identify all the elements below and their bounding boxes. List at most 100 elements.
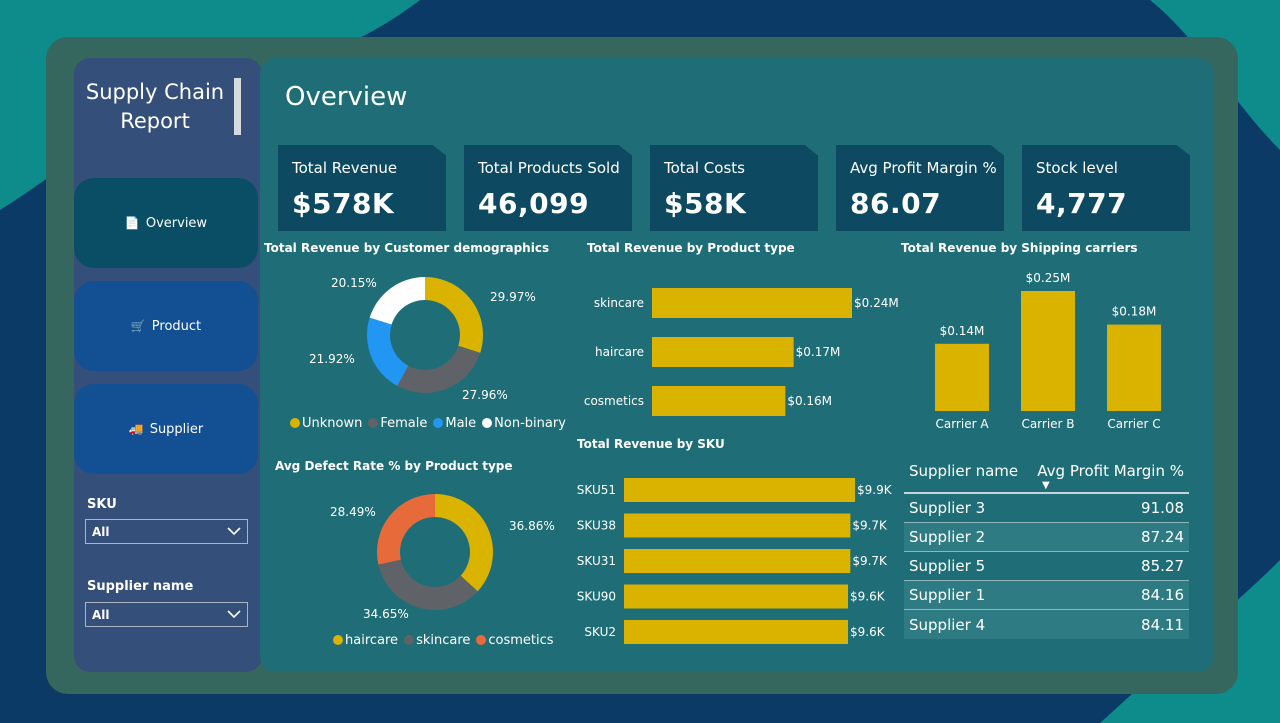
column-carrier-a[interactable]	[935, 343, 989, 411]
kpi-value: 4,777	[1036, 187, 1128, 220]
data-label: $9.6K	[850, 590, 886, 604]
category-label: Carrier C	[1107, 417, 1160, 431]
column-header-avg-profit-margin[interactable]: Avg Profit Margin %	[1037, 462, 1184, 480]
category-label: haircare	[595, 345, 644, 359]
kpi-card-total-products-sold: Total Products Sold 46,099	[464, 145, 632, 231]
sku-bar-chart: SKU51 $9.9K SKU38 $9.7K SKU31 $9.7K SKU90 $9.6K…	[577, 478, 893, 644]
category-label: skincare	[594, 296, 644, 310]
defect-slice-skincare[interactable]	[378, 559, 478, 610]
document-icon: 📄	[124, 216, 140, 230]
nav-product-button[interactable]: 🛒 Product	[74, 281, 258, 371]
slice-label-non-binary: 20.15%	[331, 276, 377, 290]
table-row[interactable]: Supplier 1 84.16	[904, 581, 1189, 610]
column-header-supplier-name[interactable]: Supplier name	[909, 462, 1019, 480]
supplier-slicer-dropdown[interactable]: All	[85, 602, 248, 627]
data-label: $0.16M	[787, 394, 832, 408]
legend-item-female[interactable]: Female	[368, 416, 427, 431]
kpi-label: Avg Profit Margin %	[850, 159, 997, 177]
kpi-card-total-costs: Total Costs $58K	[650, 145, 818, 231]
nav-supplier-button[interactable]: 🚚 Supplier	[74, 384, 258, 474]
kpi-card-stock-level: Stock level 4,777	[1022, 145, 1190, 231]
data-label: $0.24M	[854, 296, 899, 310]
kpi-value: 86.07	[850, 187, 942, 220]
slice-label-haircare: 36.86%	[509, 519, 555, 533]
category-label: SKU38	[577, 519, 616, 533]
carriers-chart-title: Total Revenue by Shipping carriers	[901, 241, 1138, 255]
truck-icon: 🚚	[128, 422, 144, 436]
chevron-down-icon	[227, 525, 241, 539]
category-label: SKU51	[577, 483, 616, 497]
legend-item-male[interactable]: Male	[433, 416, 476, 431]
title-accent-bar	[234, 78, 241, 135]
bar-sku2[interactable]	[624, 620, 848, 644]
demographics-slice-female[interactable]	[397, 345, 481, 393]
bar-sku51[interactable]	[624, 478, 855, 502]
bar-haircare[interactable]	[652, 337, 794, 367]
supplier-table: Supplier name Avg Profit Margin % ▼ Supp…	[904, 456, 1189, 639]
table-row[interactable]: Supplier 2 87.24	[904, 523, 1189, 552]
column-carrier-c[interactable]	[1107, 324, 1161, 411]
slice-label-skincare: 34.65%	[363, 607, 409, 621]
slice-label-male: 21.92%	[309, 352, 355, 366]
kpi-label: Total Revenue	[292, 159, 398, 177]
table-header: Supplier name Avg Profit Margin %	[904, 456, 1189, 494]
category-label: SKU2	[584, 625, 616, 639]
sku-slicer-dropdown[interactable]: All	[85, 519, 248, 544]
supplier-slicer-value: All	[92, 608, 110, 622]
data-label: $0.25M	[1026, 271, 1071, 285]
demographics-slice-male[interactable]	[367, 317, 409, 386]
kpi-card-avg-profit-margin: Avg Profit Margin % 86.07	[836, 145, 1004, 231]
table-row[interactable]: Supplier 3 91.08	[904, 494, 1189, 523]
legend-item-non-binary[interactable]: Non-binary	[482, 416, 566, 431]
legend-item-unknown[interactable]: Unknown	[290, 416, 362, 431]
slice-label-cosmetics: 28.49%	[330, 505, 376, 519]
column-carrier-b[interactable]	[1021, 291, 1075, 411]
kpi-value: $578K	[292, 187, 395, 220]
category-label: cosmetics	[584, 394, 644, 408]
defect-donut-chart	[377, 494, 493, 610]
data-label: $9.9K	[857, 483, 893, 497]
report-title: Supply Chain Report	[85, 80, 225, 133]
data-label: $0.18M	[1112, 305, 1157, 319]
bar-skincare[interactable]	[652, 288, 852, 318]
page-title: Overview	[285, 82, 408, 112]
defect-chart-title: Avg Defect Rate % by Product type	[275, 459, 513, 473]
bar-sku90[interactable]	[624, 584, 848, 609]
category-label: Carrier A	[935, 417, 989, 431]
legend-item-cosmetics[interactable]: cosmetics	[476, 633, 554, 648]
demographics-slice-unknown[interactable]	[425, 277, 483, 353]
data-label: $9.7K	[852, 519, 888, 533]
category-label: SKU90	[577, 590, 616, 604]
product-type-chart-title: Total Revenue by Product type	[587, 241, 795, 255]
bar-sku31[interactable]	[624, 549, 851, 573]
kpi-label: Total Costs	[664, 159, 745, 177]
table-row[interactable]: Supplier 5 85.27	[904, 552, 1189, 581]
demographics-donut-chart	[367, 277, 483, 393]
demographics-slice-non-binary[interactable]	[369, 277, 425, 325]
legend-item-haircare[interactable]: haircare	[333, 633, 398, 648]
sku-slicer-value: All	[92, 525, 110, 539]
bar-cosmetics[interactable]	[652, 386, 786, 416]
nav-overview-label: Overview	[145, 215, 208, 231]
nav-supplier-label: Supplier	[149, 421, 204, 437]
slice-label-unknown: 29.97%	[490, 290, 536, 304]
data-label: $9.6K	[850, 625, 886, 639]
sku-chart-title: Total Revenue by SKU	[577, 437, 725, 451]
kpi-label: Total Products Sold	[478, 159, 620, 177]
defect-slice-haircare[interactable]	[435, 494, 493, 592]
kpi-label: Stock level	[1036, 159, 1118, 177]
defect-slice-cosmetics[interactable]	[377, 494, 435, 565]
category-label: Carrier B	[1021, 417, 1074, 431]
product-type-bar-chart: skincare $0.24M haircare $0.17M cosmetics $0.…	[584, 288, 899, 416]
nav-overview-button[interactable]: 📄 Overview	[74, 178, 258, 268]
legend-item-skincare[interactable]: skincare	[404, 633, 470, 648]
sort-descending-icon: ▼	[1042, 480, 1050, 491]
bar-sku38[interactable]	[624, 513, 851, 538]
chevron-down-icon	[227, 608, 241, 622]
kpi-value: $58K	[664, 187, 747, 220]
demographics-chart-title: Total Revenue by Customer demographics	[264, 241, 550, 255]
carriers-column-chart: $0.14M Carrier A $0.25M Carrier B $0.18M Carr…	[935, 271, 1161, 431]
kpi-card-total-revenue: Total Revenue $578K	[278, 145, 446, 231]
table-row[interactable]: Supplier 4 84.11	[904, 610, 1189, 639]
slice-label-female: 27.96%	[462, 388, 508, 402]
